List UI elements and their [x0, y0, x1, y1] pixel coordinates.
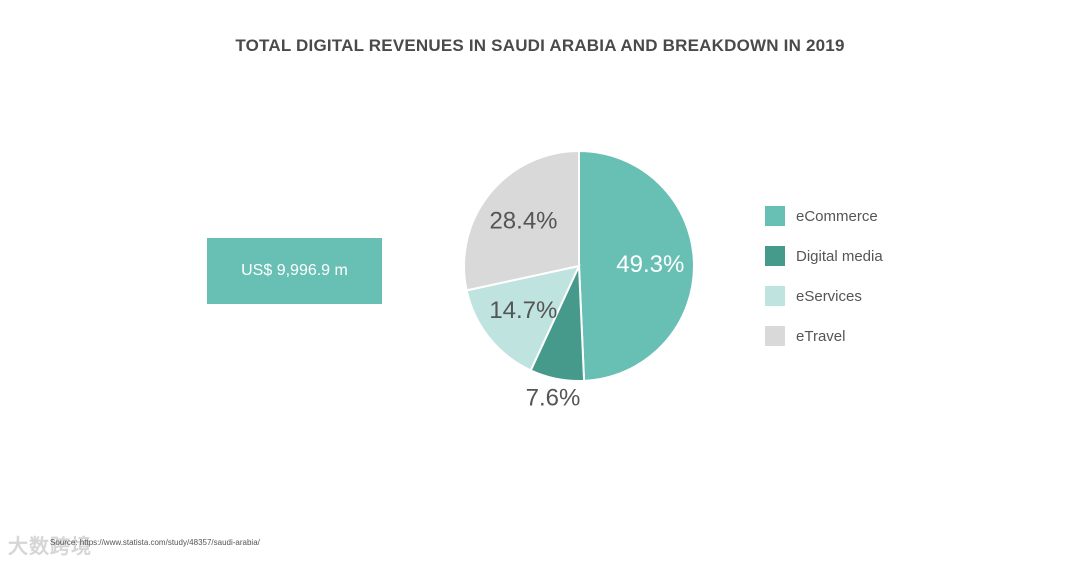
legend-swatch [765, 246, 785, 266]
pie-slice-eservices [465, 264, 581, 372]
legend-swatch [765, 206, 785, 226]
legend-label: eCommerce [796, 207, 878, 225]
pie-label-eservices: 14.7% [489, 297, 557, 324]
pie-slice-etravel [463, 149, 580, 292]
pie-label-ecommerce: 49.3% [616, 251, 684, 278]
legend-swatch [765, 326, 785, 346]
legend-label: Digital media [796, 247, 883, 265]
legend-swatch [765, 286, 785, 306]
legend-item-ecommerce: eCommerce [765, 196, 883, 236]
legend-item-digital-media: Digital media [765, 236, 883, 276]
legend-label: eTravel [796, 327, 846, 345]
total-revenue-value: US$ 9,996.9 m [241, 262, 348, 279]
pie-label-digital-media: 7.6% [526, 385, 581, 412]
pie-label-etravel: 28.4% [489, 208, 557, 235]
watermark-logo: 大数跨境 [8, 536, 92, 558]
legend-label: eServices [796, 287, 862, 305]
legend-item-eservices: eServices [765, 276, 883, 316]
pie-slice-ecommerce [578, 149, 695, 382]
source-note: Source: https://www.statista.com/study/4… [50, 538, 260, 547]
total-revenue-box: US$ 9,996.9 m [207, 238, 382, 304]
chart-title: TOTAL DIGITAL REVENUES IN SAUDI ARABIA A… [235, 36, 845, 55]
legend-item-etravel: eTravel [765, 316, 883, 356]
chart-legend: eCommerce Digital media eServices eTravel [765, 196, 883, 356]
